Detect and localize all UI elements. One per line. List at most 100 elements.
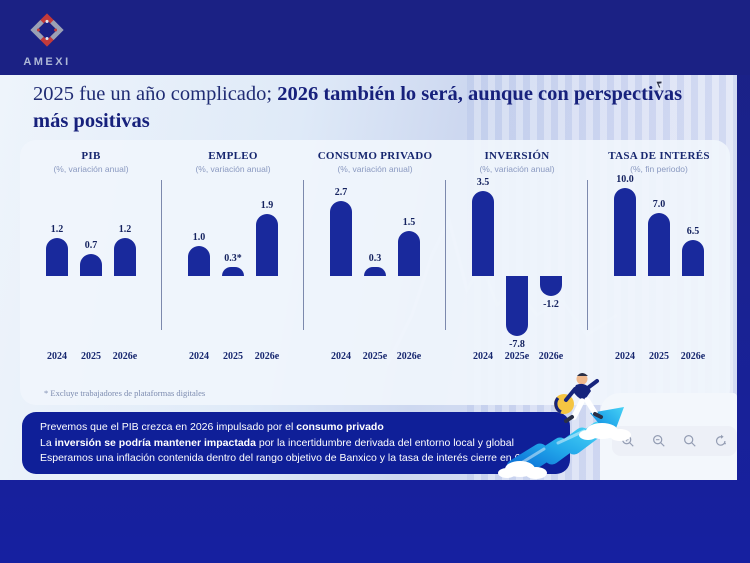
value-label: -1.2: [543, 299, 559, 310]
chart-title: INVERSIÓN: [484, 150, 550, 162]
year-label: 2026e: [538, 351, 564, 362]
bar-cell-2025e: -7.8: [506, 181, 528, 350]
chart-x-axis: 2024 2025 2026e: [162, 351, 304, 362]
bar: [540, 276, 562, 296]
bar: [222, 267, 244, 276]
value-label: 7.0: [652, 199, 666, 210]
chart-plot: 1.2 0.7 1.2: [20, 181, 162, 349]
chart-empleo: EMPLEO (%, variación anual) 1.0 0.3* 1.9 2…: [162, 140, 304, 405]
banner-line-2: La inversión se podría mantener impactad…: [40, 436, 570, 452]
bar-cell-2025: 0.3*: [222, 181, 244, 349]
chart-subtitle: (%, fin periodo): [630, 164, 688, 174]
bar: [188, 246, 210, 276]
chart-plot: 3.5 -7.8 -1.2: [446, 177, 588, 350]
year-label: 2024: [189, 351, 209, 362]
year-label: 2025: [81, 351, 101, 362]
value-label: 1.5: [402, 217, 416, 228]
value-label: 0.7: [84, 240, 98, 251]
bar: [472, 191, 494, 276]
bar: [114, 238, 136, 276]
chart-x-axis: 2024 2025 2026e: [588, 351, 730, 362]
value-label: 1.0: [192, 232, 206, 243]
summary-banner: Prevemos que el PIB crezca en 2026 impul…: [22, 412, 570, 474]
title-regular: 2025 fue un año complicado;: [33, 83, 278, 105]
chart-pib: PIB (%, variación anual) 1.2 0.7 1.2 2024 2…: [20, 140, 162, 405]
bar-cell-2026e: 6.5: [682, 181, 704, 349]
bar-cell-2024: 10.0: [614, 174, 636, 349]
amexi-logo: AMEXI: [20, 11, 74, 68]
amexi-logo-text: AMEXI: [23, 56, 71, 68]
year-label: 2024: [615, 351, 635, 362]
year-label: 2024: [331, 351, 351, 362]
growth-arrow-illustration: [498, 367, 650, 480]
value-label: 3.5: [476, 177, 490, 188]
bar-cell-2025: 7.0: [648, 181, 670, 349]
bar-cell-2026e: 1.2: [114, 181, 136, 349]
bar: [506, 276, 528, 336]
chart-subtitle: (%, variación anual): [479, 164, 555, 174]
bar: [80, 254, 102, 276]
chart-x-axis: 2024 2025e 2026e: [304, 351, 446, 362]
year-label: 2025: [649, 351, 669, 362]
bar: [398, 231, 420, 276]
top-band: AMEXI: [0, 0, 750, 75]
bar-cell-2025e: 0.3: [364, 181, 386, 349]
chart-subtitle: (%, variación anual): [195, 164, 271, 174]
bar-cell-2024: 1.0: [188, 181, 210, 349]
chart-x-axis: 2024 2025e 2026e: [446, 351, 588, 362]
year-label: 2025: [223, 351, 243, 362]
chart-panel: PIB (%, variación anual) 1.2 0.7 1.2 2024 2…: [20, 140, 730, 405]
search-icon[interactable]: [682, 433, 698, 449]
year-label: 2025e: [504, 351, 530, 362]
viewer-toolbar: [612, 426, 737, 456]
bar-cell-2026e: -1.2: [540, 181, 562, 349]
bar-cell-2026e: 1.5: [398, 181, 420, 349]
bar: [648, 213, 670, 276]
chart-title: TASA DE INTERÉS: [608, 150, 710, 162]
value-label: 1.2: [118, 224, 132, 235]
year-label: 2026e: [680, 351, 706, 362]
value-label: 6.5: [686, 226, 700, 237]
chart-title: CONSUMO PRIVADO: [317, 150, 433, 162]
zoom-out-icon[interactable]: [651, 433, 667, 449]
chart-title: EMPLEO: [208, 150, 258, 162]
chart-plot: 1.0 0.3* 1.9: [162, 181, 304, 349]
banner-text: Prevemos que el PIB crezca en 2026 impul…: [40, 421, 297, 433]
banner-line-1: Prevemos que el PIB crezca en 2026 impul…: [40, 420, 570, 436]
chart-subtitle: (%, variación anual): [53, 164, 129, 174]
chart-plot: 10.0 7.0 6.5: [588, 174, 730, 349]
chart-tasa-de-interes: TASA DE INTERÉS (%, fin periodo) 10.0 7.0…: [588, 140, 730, 405]
chart-x-axis: 2024 2025 2026e: [20, 351, 162, 362]
banner-text: Esperamos una inflación contenida dentro…: [40, 452, 539, 464]
rotate-icon[interactable]: [713, 433, 729, 449]
title-bold: 2026 también lo será, aunque con perspec…: [33, 83, 683, 132]
bar-cell-2025: 0.7: [80, 181, 102, 349]
bar-cell-2024: 3.5: [472, 177, 494, 349]
bar: [330, 201, 352, 276]
value-label: 1.2: [50, 224, 64, 235]
chart-title: PIB: [81, 150, 101, 162]
chart-plot: 2.7 0.3 1.5: [304, 181, 446, 349]
bar-cell-2024: 1.2: [46, 181, 68, 349]
year-label: 2026e: [254, 351, 280, 362]
bar: [614, 188, 636, 276]
year-label: 2024: [473, 351, 493, 362]
chart-consumo-privado: CONSUMO PRIVADO (%, variación anual) 2.7…: [304, 140, 446, 405]
bar-cell-2026e: 1.9: [256, 181, 278, 349]
value-label: 2.7: [334, 187, 348, 198]
year-label: 2024: [47, 351, 67, 362]
page-title: 2025 fue un año complicado; 2026 también…: [33, 81, 721, 135]
value-label: 1.9: [260, 200, 274, 211]
banner-line-3: Esperamos una inflación contenida dentro…: [40, 451, 570, 467]
value-label: 10.0: [616, 174, 634, 185]
banner-text: La: [40, 436, 55, 449]
slide: 2025 fue un año complicado; 2026 también…: [0, 75, 737, 480]
mouse-cursor-icon: [656, 81, 662, 88]
amexi-logo-icon: [30, 13, 64, 47]
value-label: 0.3*: [224, 253, 242, 264]
year-label: 2025e: [362, 351, 388, 362]
bar: [364, 267, 386, 276]
footnote: * Excluye trabajadores de plataformas di…: [44, 388, 206, 398]
value-label: 0.3: [368, 253, 382, 264]
